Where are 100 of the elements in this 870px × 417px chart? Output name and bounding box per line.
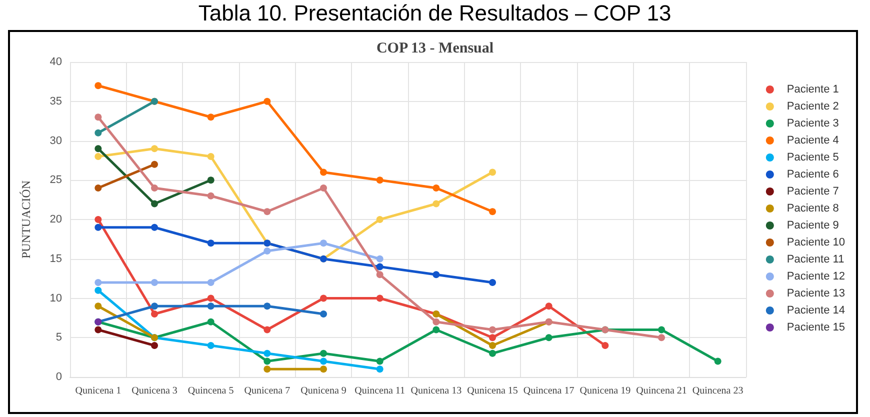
y-tick-label: 0 [56,371,62,383]
x-tick-label: Qunicena 9 [300,386,346,396]
y-tick-label: 15 [50,252,62,265]
point [489,168,496,176]
point [151,184,158,192]
point [94,129,102,136]
point [376,358,384,365]
point [94,326,102,334]
point [489,342,496,349]
x-tick-label: Quincena 11 [354,386,406,396]
point [151,145,158,152]
point [432,318,440,326]
point [94,153,102,160]
point [658,326,665,334]
legend-label: Paciente 11 [786,254,844,266]
y-tick-label: 10 [50,292,62,304]
point [320,184,327,192]
point [489,350,496,357]
point [94,286,102,294]
point [376,255,384,262]
point [151,279,158,286]
point [94,82,102,90]
point [264,326,271,334]
y-tick-label: 30 [50,134,62,147]
point [489,208,496,216]
point [151,302,158,310]
point [207,318,214,326]
point [94,184,102,192]
point [94,145,102,152]
point [320,310,327,318]
point [489,279,496,286]
point [264,208,271,216]
point [207,176,214,184]
point [151,310,158,318]
text: Tabla 10. Presentación de Resultados – COP 13 [198,0,672,26]
legend-label: Paciente 2 [786,100,839,112]
point [320,168,327,176]
point [264,366,271,373]
point [376,294,384,302]
legend-label: Paciente 6 [786,168,839,180]
y-tick-label: 40 [50,56,62,68]
legend-label: Paciente 8 [786,202,839,214]
x-tick-label: Qunicena 3 [132,386,178,396]
point [207,342,214,349]
legend-label: Paciente 12 [786,270,846,282]
point [207,302,214,310]
point [207,294,214,302]
legend-label: Paciente 3 [786,118,839,130]
x-tick-label: Quincena 17 [523,386,574,396]
point [545,334,552,342]
legend-label: Paciente 7 [786,186,839,198]
point [320,240,327,247]
point [376,271,384,278]
point [264,302,271,310]
point [320,358,327,365]
y-axis-title: PUNTUACIÓN [19,180,33,258]
x-tick-label: Qunicena 13 [410,386,462,396]
y-tick-label: 35 [50,95,62,108]
point [264,350,271,357]
point [320,350,327,357]
point [489,334,496,342]
point [151,342,158,349]
legend-label: Paciente 5 [786,152,839,164]
legend-label: Paciente 4 [786,134,839,146]
point [94,224,102,231]
legend-label: Paciente 13 [786,288,846,300]
point [207,114,214,121]
point [94,114,102,121]
x-tick-label: Quincena 23 [692,386,744,396]
point [264,358,271,365]
chart-title: COP 13 - Mensual [376,40,494,56]
point [94,279,102,286]
point [151,160,158,168]
y-tick-label: 20 [50,214,62,226]
point [432,326,440,334]
point [545,302,552,310]
point [207,153,214,160]
point [432,271,440,278]
x-tick-label: Qunicena 19 [580,386,631,396]
point [207,240,214,247]
point [264,248,271,254]
point [714,358,722,365]
x-tick-label: Qunicena 1 [75,386,122,396]
point [432,184,440,192]
point [207,192,214,200]
point [264,98,271,105]
legend-label: Paciente 1 [786,84,839,96]
point [94,302,102,310]
point [602,342,609,349]
point [376,176,384,184]
point [376,366,384,373]
legend-label: Paciente 15 [786,322,846,334]
y-tick-label: 25 [50,174,62,186]
point [376,216,384,223]
legend-label: Paciente 10 [786,236,846,248]
y-tick-label: 5 [56,332,62,344]
point [489,326,496,334]
legend-label: Paciente 14 [786,304,846,316]
x-tick-label: Quincena 21 [636,386,687,396]
point [320,294,327,302]
